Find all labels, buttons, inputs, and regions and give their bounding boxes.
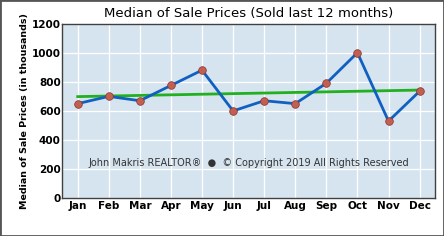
Text: John Makris REALTOR®  ●  © Copyright 2019 All Rights Reserved: John Makris REALTOR® ● © Copyright 2019 … xyxy=(88,158,409,168)
Title: Median of Sale Prices (Sold last 12 months): Median of Sale Prices (Sold last 12 mont… xyxy=(104,7,393,20)
Y-axis label: Median of Sale Prices (in thousands): Median of Sale Prices (in thousands) xyxy=(20,13,29,209)
